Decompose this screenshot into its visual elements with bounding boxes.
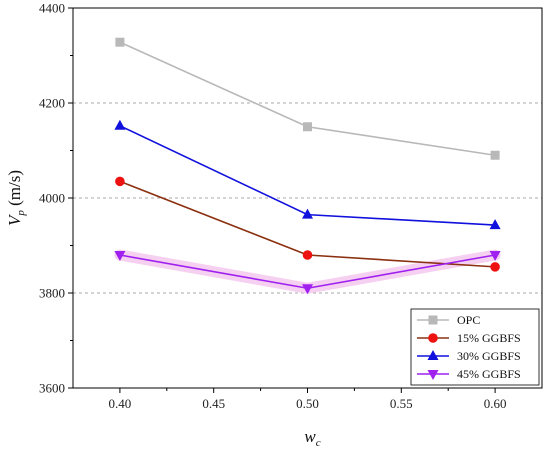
x-tick-label-2: 0.50 [296, 396, 319, 411]
series-45-highlight [114, 249, 501, 294]
axis-titles: wc Vp (m/s) [5, 170, 321, 449]
legend-label-2: 30% GGBFS [457, 349, 521, 363]
legend: OPC 15% GGBFS 30% GGBFS 45% GGBFS [410, 308, 540, 386]
legend-marker-0 [428, 315, 438, 325]
point-s0-0 [115, 37, 125, 47]
y-axis-title: Vp (m/s) [5, 170, 27, 226]
y-tick-label-2: 4000 [39, 191, 65, 206]
point-s3-0 [114, 251, 126, 261]
point-s1-0 [115, 176, 125, 187]
point-s2-0 [114, 119, 126, 130]
x-tick-label-1: 0.45 [202, 396, 225, 411]
y-tick-label-3: 4200 [39, 96, 65, 111]
x-axis-title: wc [304, 427, 320, 449]
y-tick-label-4: 4400 [39, 1, 65, 16]
point-s1-2 [490, 262, 500, 272]
legend-label-0: OPC [457, 313, 480, 327]
legend-label-3: 45% GGBFS [457, 367, 521, 381]
y-tick-label-1: 3800 [39, 286, 65, 301]
y-tick-label-0: 3600 [39, 381, 65, 396]
point-s3-2 [489, 251, 501, 261]
legend-marker-2 [427, 350, 439, 360]
series-layer [114, 37, 501, 295]
legend-marker-1 [428, 333, 438, 343]
point-s2-1 [302, 208, 313, 219]
x-tick-label-4: 0.60 [484, 396, 507, 411]
series-line-0 [119, 41, 496, 157]
x-tick-label-3: 0.55 [390, 396, 413, 411]
point-s2-2 [489, 219, 501, 230]
x-tick-label-0: 0.40 [109, 396, 132, 411]
legend-marker-3 [427, 370, 439, 380]
point-s0-2 [490, 150, 500, 160]
series-45-glow [114, 249, 501, 294]
point-s3-1 [302, 284, 313, 295]
legend-label-1: 15% GGBFS [457, 331, 521, 345]
point-s0-1 [303, 122, 312, 132]
point-s1-1 [302, 250, 313, 260]
axes: 3600 3800 4000 4200 4400 0.40 0.45 0.50 0.55 0.60 [39, 1, 506, 412]
